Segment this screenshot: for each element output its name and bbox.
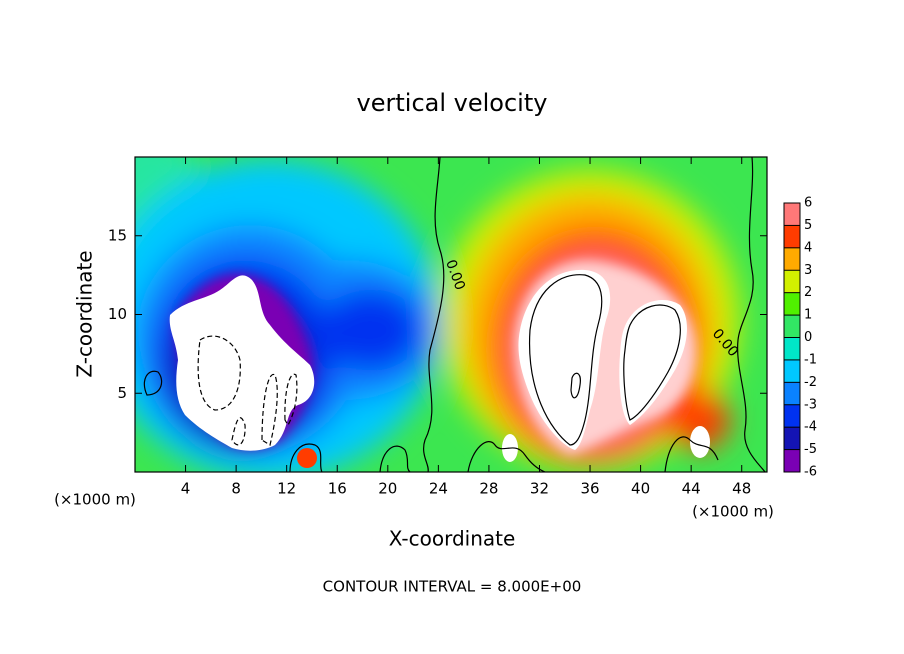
x-tick-label: 8 — [231, 480, 241, 498]
colorbar-label: -3 — [804, 397, 817, 412]
field-core-white — [690, 426, 710, 458]
x-tick-label: 12 — [277, 480, 296, 498]
colorbar-label: 0 — [804, 330, 812, 345]
field-core-white — [169, 275, 315, 451]
chart-title: vertical velocity — [357, 89, 548, 117]
x-axis-label: X-coordinate — [389, 527, 516, 551]
positive-contour — [570, 372, 581, 399]
y-tick-label: 5 — [117, 384, 127, 402]
colorbar-label: -1 — [804, 352, 817, 367]
colorbar-band — [784, 292, 800, 316]
positive-contour — [528, 274, 603, 446]
field-core-white — [619, 300, 687, 425]
colorbar-label: 2 — [804, 285, 812, 300]
contour-lines — [143, 157, 766, 472]
x-tick-label: 48 — [732, 480, 751, 498]
colorbar-band — [784, 427, 800, 450]
colorbar-label: -2 — [804, 375, 817, 390]
colorbar-band — [784, 225, 800, 248]
x-tick-label: 24 — [429, 480, 448, 498]
negative-contour — [231, 417, 246, 446]
y-tick-label: 15 — [108, 226, 127, 244]
colorbar-label: -4 — [804, 420, 817, 435]
y-tick-label: 10 — [108, 305, 127, 323]
colorbar-label: 1 — [804, 308, 812, 323]
zero-contour — [289, 443, 323, 472]
zero-contour — [143, 370, 163, 396]
field-blob — [297, 448, 317, 468]
zero-contour — [737, 157, 766, 472]
negative-contour — [197, 335, 241, 411]
x-tick-label: 20 — [378, 480, 397, 498]
x-tick-label: 16 — [328, 480, 347, 498]
colorbar-band — [784, 203, 800, 226]
x-tick-label: 40 — [631, 480, 650, 498]
negative-contour — [261, 373, 278, 446]
zero-contour — [664, 436, 719, 472]
colorbar-label: 3 — [804, 263, 812, 278]
colorbar-band — [784, 449, 800, 472]
zero-contour — [467, 441, 546, 472]
positive-contour — [623, 304, 681, 421]
zero-contour — [423, 157, 445, 472]
y-axis-label: Z-coordinate — [73, 250, 97, 377]
colorbar-band — [784, 270, 800, 293]
colorbar-band — [784, 315, 800, 338]
colorbar-label: 4 — [804, 240, 812, 255]
colorbar-label: -6 — [804, 465, 817, 480]
colorbar-band — [784, 359, 800, 383]
x-tick-label: 36 — [580, 480, 599, 498]
colorbar-band — [784, 404, 800, 428]
x-tick-label: 4 — [181, 480, 191, 498]
contour-field: 0.00 0.00 — [135, 157, 767, 472]
x-tick-label: 28 — [479, 480, 498, 498]
x-unit-label: (×1000 m) — [692, 503, 774, 521]
colorbar-band — [784, 337, 800, 360]
colorbar-label: 6 — [804, 196, 812, 211]
negative-contour — [284, 373, 298, 427]
colorbar-label: -5 — [804, 442, 817, 457]
x-tick-label: 44 — [682, 480, 701, 498]
footnote: CONTOUR INTERVAL = 8.000E+00 — [323, 578, 582, 596]
colorbar-band — [784, 247, 800, 271]
field-blob — [670, 390, 730, 450]
colorbar-band — [784, 382, 800, 405]
zero-contour — [379, 445, 411, 472]
x-unit-label: (×1000 m) — [54, 491, 136, 509]
colorbar-label: 5 — [804, 218, 812, 233]
x-tick-label: 32 — [530, 480, 549, 498]
field-blob — [320, 290, 420, 370]
